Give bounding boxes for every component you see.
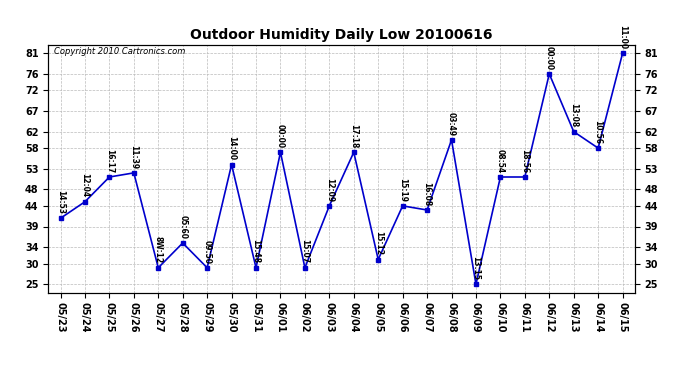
Text: 15:07: 15:07 — [300, 240, 309, 264]
Text: 11:39: 11:39 — [129, 145, 138, 169]
Text: 15:19: 15:19 — [398, 178, 407, 202]
Text: 10:56: 10:56 — [593, 120, 602, 144]
Text: 16:08: 16:08 — [422, 182, 431, 206]
Text: 16:17: 16:17 — [105, 148, 114, 173]
Text: 14:00: 14:00 — [227, 136, 236, 160]
Text: 05:60: 05:60 — [178, 215, 187, 239]
Text: 00:00: 00:00 — [545, 46, 554, 70]
Title: Outdoor Humidity Daily Low 20100616: Outdoor Humidity Daily Low 20100616 — [190, 28, 493, 42]
Text: 17:18: 17:18 — [349, 124, 358, 148]
Text: 00:00: 00:00 — [276, 124, 285, 148]
Text: 12:04: 12:04 — [81, 174, 90, 198]
Text: 14:53: 14:53 — [56, 190, 65, 214]
Text: 13:15: 13:15 — [471, 256, 480, 280]
Text: 12:09: 12:09 — [325, 178, 334, 202]
Text: 09:50: 09:50 — [203, 240, 212, 264]
Text: 03:49: 03:49 — [447, 112, 456, 136]
Text: 18:56: 18:56 — [520, 149, 529, 173]
Text: 13:08: 13:08 — [569, 103, 578, 128]
Text: 08:54: 08:54 — [496, 149, 505, 173]
Text: 8W:12: 8W:12 — [154, 237, 163, 264]
Text: 15:48: 15:48 — [252, 240, 261, 264]
Text: 11:00: 11:00 — [618, 25, 627, 49]
Text: Copyright 2010 Cartronics.com: Copyright 2010 Cartronics.com — [55, 48, 186, 57]
Text: 15:12: 15:12 — [374, 231, 383, 255]
